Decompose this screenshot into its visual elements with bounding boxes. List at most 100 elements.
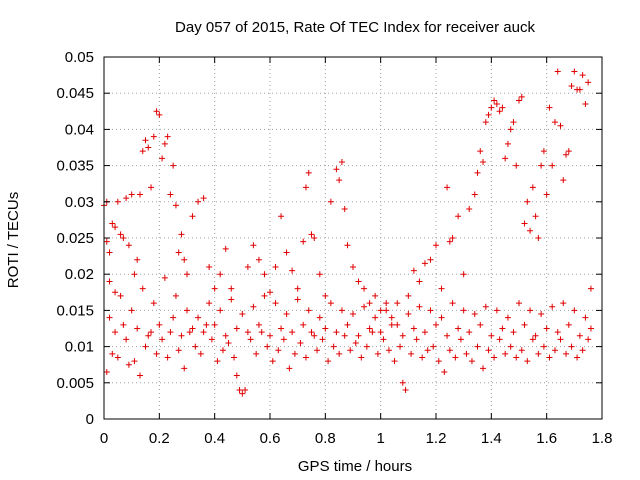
data-point: [109, 350, 116, 357]
data-point: [571, 307, 578, 314]
data-point: [529, 184, 536, 191]
data-point: [159, 336, 166, 343]
data-point: [175, 347, 182, 354]
data-point: [114, 198, 121, 205]
data-point: [275, 347, 282, 354]
data-point: [228, 285, 235, 292]
data-point: [466, 329, 473, 336]
data-point: [195, 314, 202, 321]
data-point: [416, 278, 423, 285]
data-point: [297, 339, 304, 346]
data-point: [538, 162, 545, 169]
data-point: [513, 354, 520, 361]
data-point: [585, 336, 592, 343]
data-point: [184, 271, 190, 278]
grid-lines: [104, 57, 602, 419]
data-point: [488, 332, 495, 339]
data-point: [327, 198, 334, 205]
data-point: [153, 108, 160, 115]
data-point: [507, 343, 514, 350]
data-point: [546, 354, 553, 361]
data-point: [278, 325, 285, 332]
data-point: [535, 235, 542, 241]
data-point: [524, 358, 531, 365]
data-point: [131, 271, 138, 278]
data-point: [327, 300, 334, 307]
data-point: [128, 307, 135, 314]
data-point: [463, 350, 470, 357]
data-point: [156, 321, 163, 328]
data-point: [206, 300, 213, 307]
data-point: [148, 329, 155, 336]
data-point: [502, 155, 509, 162]
data-point: [156, 111, 163, 118]
data-point: [261, 292, 268, 299]
data-point: [159, 155, 166, 162]
data-point: [374, 350, 381, 357]
data-point: [549, 162, 556, 169]
data-point: [502, 350, 509, 357]
data-point: [125, 361, 132, 368]
data-point: [408, 350, 415, 357]
data-point: [510, 119, 517, 126]
data-point: [311, 332, 318, 339]
data-point: [250, 303, 257, 310]
data-point: [388, 314, 395, 321]
data-point: [557, 122, 564, 129]
data-point: [560, 177, 567, 184]
data-point: [499, 104, 506, 111]
data-point: [554, 329, 561, 336]
data-point: [272, 300, 279, 307]
data-point: [239, 311, 246, 318]
data-point: [206, 263, 213, 270]
data-point: [421, 260, 428, 267]
data-point: [563, 151, 570, 158]
data-point: [325, 358, 332, 365]
data-point: [244, 329, 251, 336]
data-point: [125, 242, 132, 249]
data-point: [178, 231, 185, 238]
data-point: [120, 235, 127, 241]
data-point: [103, 238, 110, 245]
data-point: [289, 329, 296, 336]
data-point: [444, 184, 451, 191]
data-point: [186, 329, 193, 336]
data-point: [521, 220, 528, 227]
data-point: [549, 303, 556, 310]
data-point: [582, 314, 589, 321]
data-point: [394, 321, 401, 328]
axis-ticks: [103, 56, 603, 420]
y-tick-label: 0.045: [56, 85, 94, 102]
data-point: [106, 278, 113, 285]
data-point: [247, 336, 254, 343]
data-point: [148, 184, 155, 191]
data-point: [344, 242, 351, 249]
x-tick-label: 1: [376, 430, 384, 447]
data-point: [302, 354, 309, 361]
data-point: [316, 314, 323, 321]
data-point: [446, 238, 453, 245]
data-point: [485, 347, 492, 354]
data-point: [587, 325, 594, 332]
data-point: [585, 79, 592, 86]
data-point: [460, 307, 467, 314]
data-point: [491, 354, 498, 361]
data-point: [167, 191, 174, 198]
data-point: [300, 238, 307, 245]
data-point: [405, 292, 412, 299]
data-point: [352, 339, 359, 346]
data-point: [535, 350, 542, 357]
data-point: [518, 347, 525, 354]
data-point: [468, 358, 475, 365]
data-point: [538, 311, 545, 318]
data-point: [150, 133, 157, 140]
data-point: [278, 213, 285, 220]
data-point: [255, 321, 262, 328]
data-point: [449, 235, 456, 241]
data-point: [438, 285, 445, 292]
y-axis-label: ROTI / TECUs: [5, 192, 22, 288]
data-point: [255, 256, 262, 263]
data-point: [195, 198, 202, 205]
data-point: [308, 329, 315, 336]
